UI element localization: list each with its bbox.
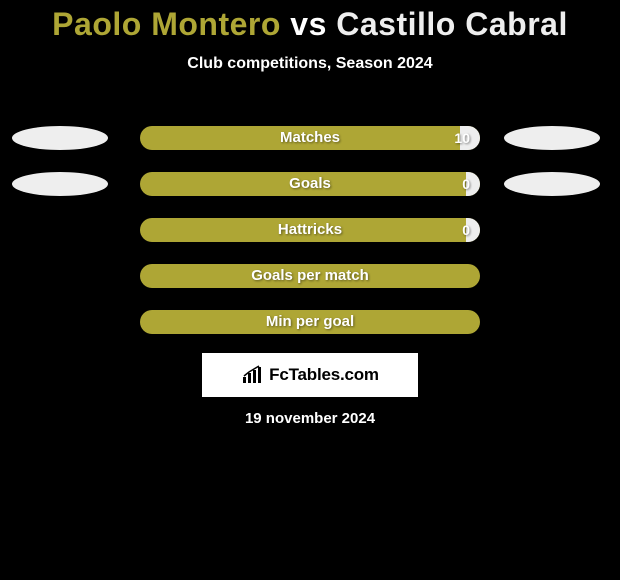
subtitle: Club competitions, Season 2024 <box>0 55 620 73</box>
stat-bar: Hattricks0 <box>140 218 480 242</box>
left-ellipse <box>12 126 108 150</box>
attribution-logo: FcTables.com <box>202 353 418 397</box>
logo-text: FcTables.com <box>269 365 379 385</box>
stat-label: Min per goal <box>140 310 480 334</box>
stat-row: Goals per match <box>0 264 620 288</box>
stat-bar: Goals per match <box>140 264 480 288</box>
vs-separator: vs <box>290 6 336 42</box>
stat-value: 0 <box>462 172 470 196</box>
stat-bar: Matches10 <box>140 126 480 150</box>
date-line: 19 november 2024 <box>0 410 620 427</box>
stat-row: Matches10 <box>0 126 620 150</box>
comparison-title: Paolo Montero vs Castillo Cabral <box>0 0 620 43</box>
left-ellipse <box>12 172 108 196</box>
stat-label: Goals per match <box>140 264 480 288</box>
chart-icon <box>241 365 265 385</box>
stat-bar: Min per goal <box>140 310 480 334</box>
stat-bar: Goals0 <box>140 172 480 196</box>
stat-row: Hattricks0 <box>0 218 620 242</box>
player1-name: Paolo Montero <box>52 6 281 42</box>
right-ellipse <box>504 126 600 150</box>
right-ellipse <box>504 172 600 196</box>
player2-name: Castillo Cabral <box>336 6 568 42</box>
stat-label: Goals <box>140 172 480 196</box>
stat-value: 10 <box>454 126 470 150</box>
stat-row: Min per goal <box>0 310 620 334</box>
stat-label: Matches <box>140 126 480 150</box>
stat-value: 0 <box>462 218 470 242</box>
stat-row: Goals0 <box>0 172 620 196</box>
stat-label: Hattricks <box>140 218 480 242</box>
